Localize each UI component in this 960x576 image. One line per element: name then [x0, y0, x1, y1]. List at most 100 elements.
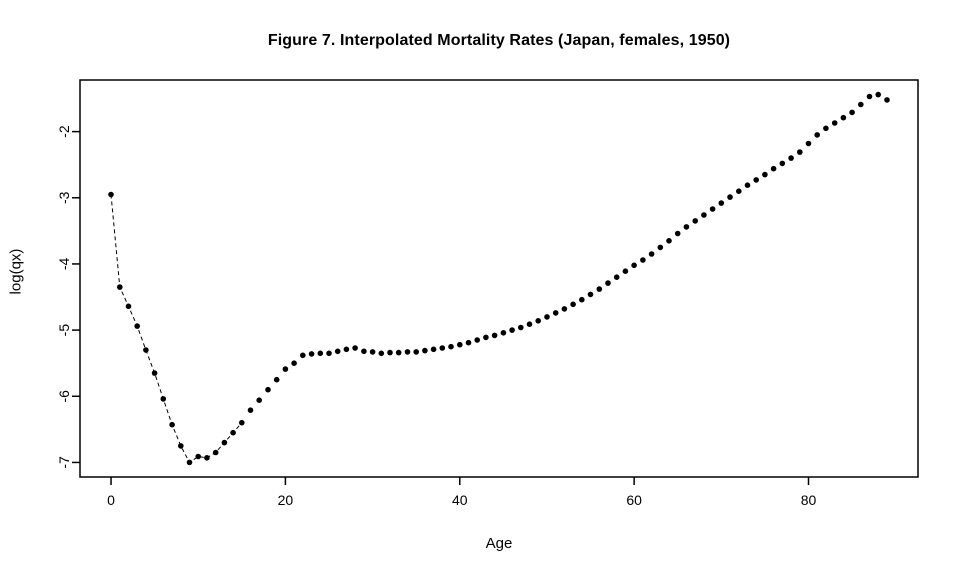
- data-point: [195, 453, 201, 460]
- data-point: [849, 109, 855, 116]
- data-point: [701, 212, 707, 218]
- data-point: [805, 140, 812, 147]
- data-point: [369, 349, 376, 355]
- x-tick-label: 80: [801, 492, 817, 508]
- data-point: [631, 262, 637, 269]
- data-point: [823, 125, 829, 132]
- data-point: [239, 419, 245, 426]
- data-point: [326, 350, 332, 357]
- data-point: [413, 349, 420, 355]
- data-point: [744, 182, 751, 188]
- data-point: [117, 284, 123, 290]
- data-point: [352, 345, 358, 351]
- data-point: [247, 407, 254, 414]
- data-point: [866, 93, 873, 100]
- data-point: [343, 346, 350, 353]
- y-tick-label: -7: [56, 456, 72, 469]
- data-point: [858, 101, 864, 108]
- data-point: [230, 429, 236, 436]
- data-point: [814, 132, 820, 138]
- connector-line: [110, 194, 243, 464]
- data-point: [518, 324, 524, 331]
- data-point: [666, 238, 672, 244]
- data-point: [509, 327, 515, 333]
- data-point: [875, 91, 881, 98]
- data-point: [596, 286, 603, 292]
- data-point: [308, 351, 315, 357]
- data-point: [300, 352, 306, 359]
- data-point: [587, 291, 594, 298]
- y-tick-label: -4: [56, 258, 72, 271]
- data-point: [544, 314, 550, 320]
- data-point: [491, 332, 498, 339]
- data-point: [727, 194, 733, 200]
- data-point: [204, 455, 210, 461]
- data-point: [387, 349, 393, 356]
- data-point: [430, 346, 437, 353]
- data-point: [840, 114, 847, 121]
- data-point: [474, 337, 481, 343]
- data-point: [674, 230, 681, 237]
- data-point: [143, 347, 149, 353]
- data-point: [683, 224, 690, 230]
- data-point: [334, 348, 341, 355]
- x-axis: 0 20 40 60 80: [107, 477, 816, 508]
- data-point: [797, 149, 803, 155]
- data-point: [221, 439, 228, 446]
- data-point: [265, 386, 271, 393]
- data-point: [561, 306, 568, 312]
- data-points: [108, 91, 890, 466]
- y-tick-label: -2: [56, 125, 72, 138]
- data-point: [422, 347, 428, 354]
- data-point: [134, 323, 140, 329]
- data-point: [692, 218, 698, 224]
- data-point: [395, 349, 402, 356]
- data-point: [762, 171, 768, 178]
- data-point: [317, 350, 324, 357]
- data-point: [605, 280, 611, 286]
- data-point: [736, 188, 742, 194]
- data-point: [448, 343, 454, 350]
- data-point: [186, 459, 193, 466]
- data-point: [404, 349, 411, 355]
- x-tick-label: 20: [278, 492, 294, 508]
- y-axis-label: log(qx): [7, 248, 25, 295]
- data-point: [884, 97, 890, 103]
- data-point: [648, 251, 655, 257]
- data-point: [108, 191, 114, 198]
- data-point: [718, 200, 725, 206]
- data-point: [465, 339, 472, 346]
- plot-box: [79, 79, 919, 478]
- x-tick-label: 0: [107, 492, 115, 508]
- data-point: [500, 330, 507, 336]
- data-point: [579, 296, 585, 303]
- data-point: [640, 257, 646, 263]
- data-point: [709, 206, 716, 212]
- data-point: [657, 244, 664, 251]
- data-point: [457, 341, 463, 348]
- data-point: [753, 177, 759, 183]
- x-tick-label: 40: [452, 492, 468, 508]
- data-point: [613, 274, 620, 281]
- data-point: [831, 120, 838, 126]
- data-point: [378, 350, 385, 357]
- x-axis-label: Age: [485, 535, 513, 552]
- data-point: [779, 160, 786, 167]
- data-point: [622, 268, 629, 275]
- data-point: [770, 165, 777, 172]
- data-point: [256, 397, 263, 404]
- data-point: [552, 310, 559, 316]
- data-point: [273, 376, 280, 383]
- data-point: [169, 421, 175, 428]
- data-point: [178, 443, 184, 449]
- data-point: [160, 396, 167, 402]
- data-point: [282, 366, 289, 372]
- y-tick-label: -5: [56, 324, 72, 337]
- data-point: [212, 449, 219, 456]
- data-point: [439, 345, 446, 351]
- data-point: [788, 155, 794, 161]
- data-point: [570, 301, 576, 308]
- y-tick-label: -6: [56, 390, 72, 403]
